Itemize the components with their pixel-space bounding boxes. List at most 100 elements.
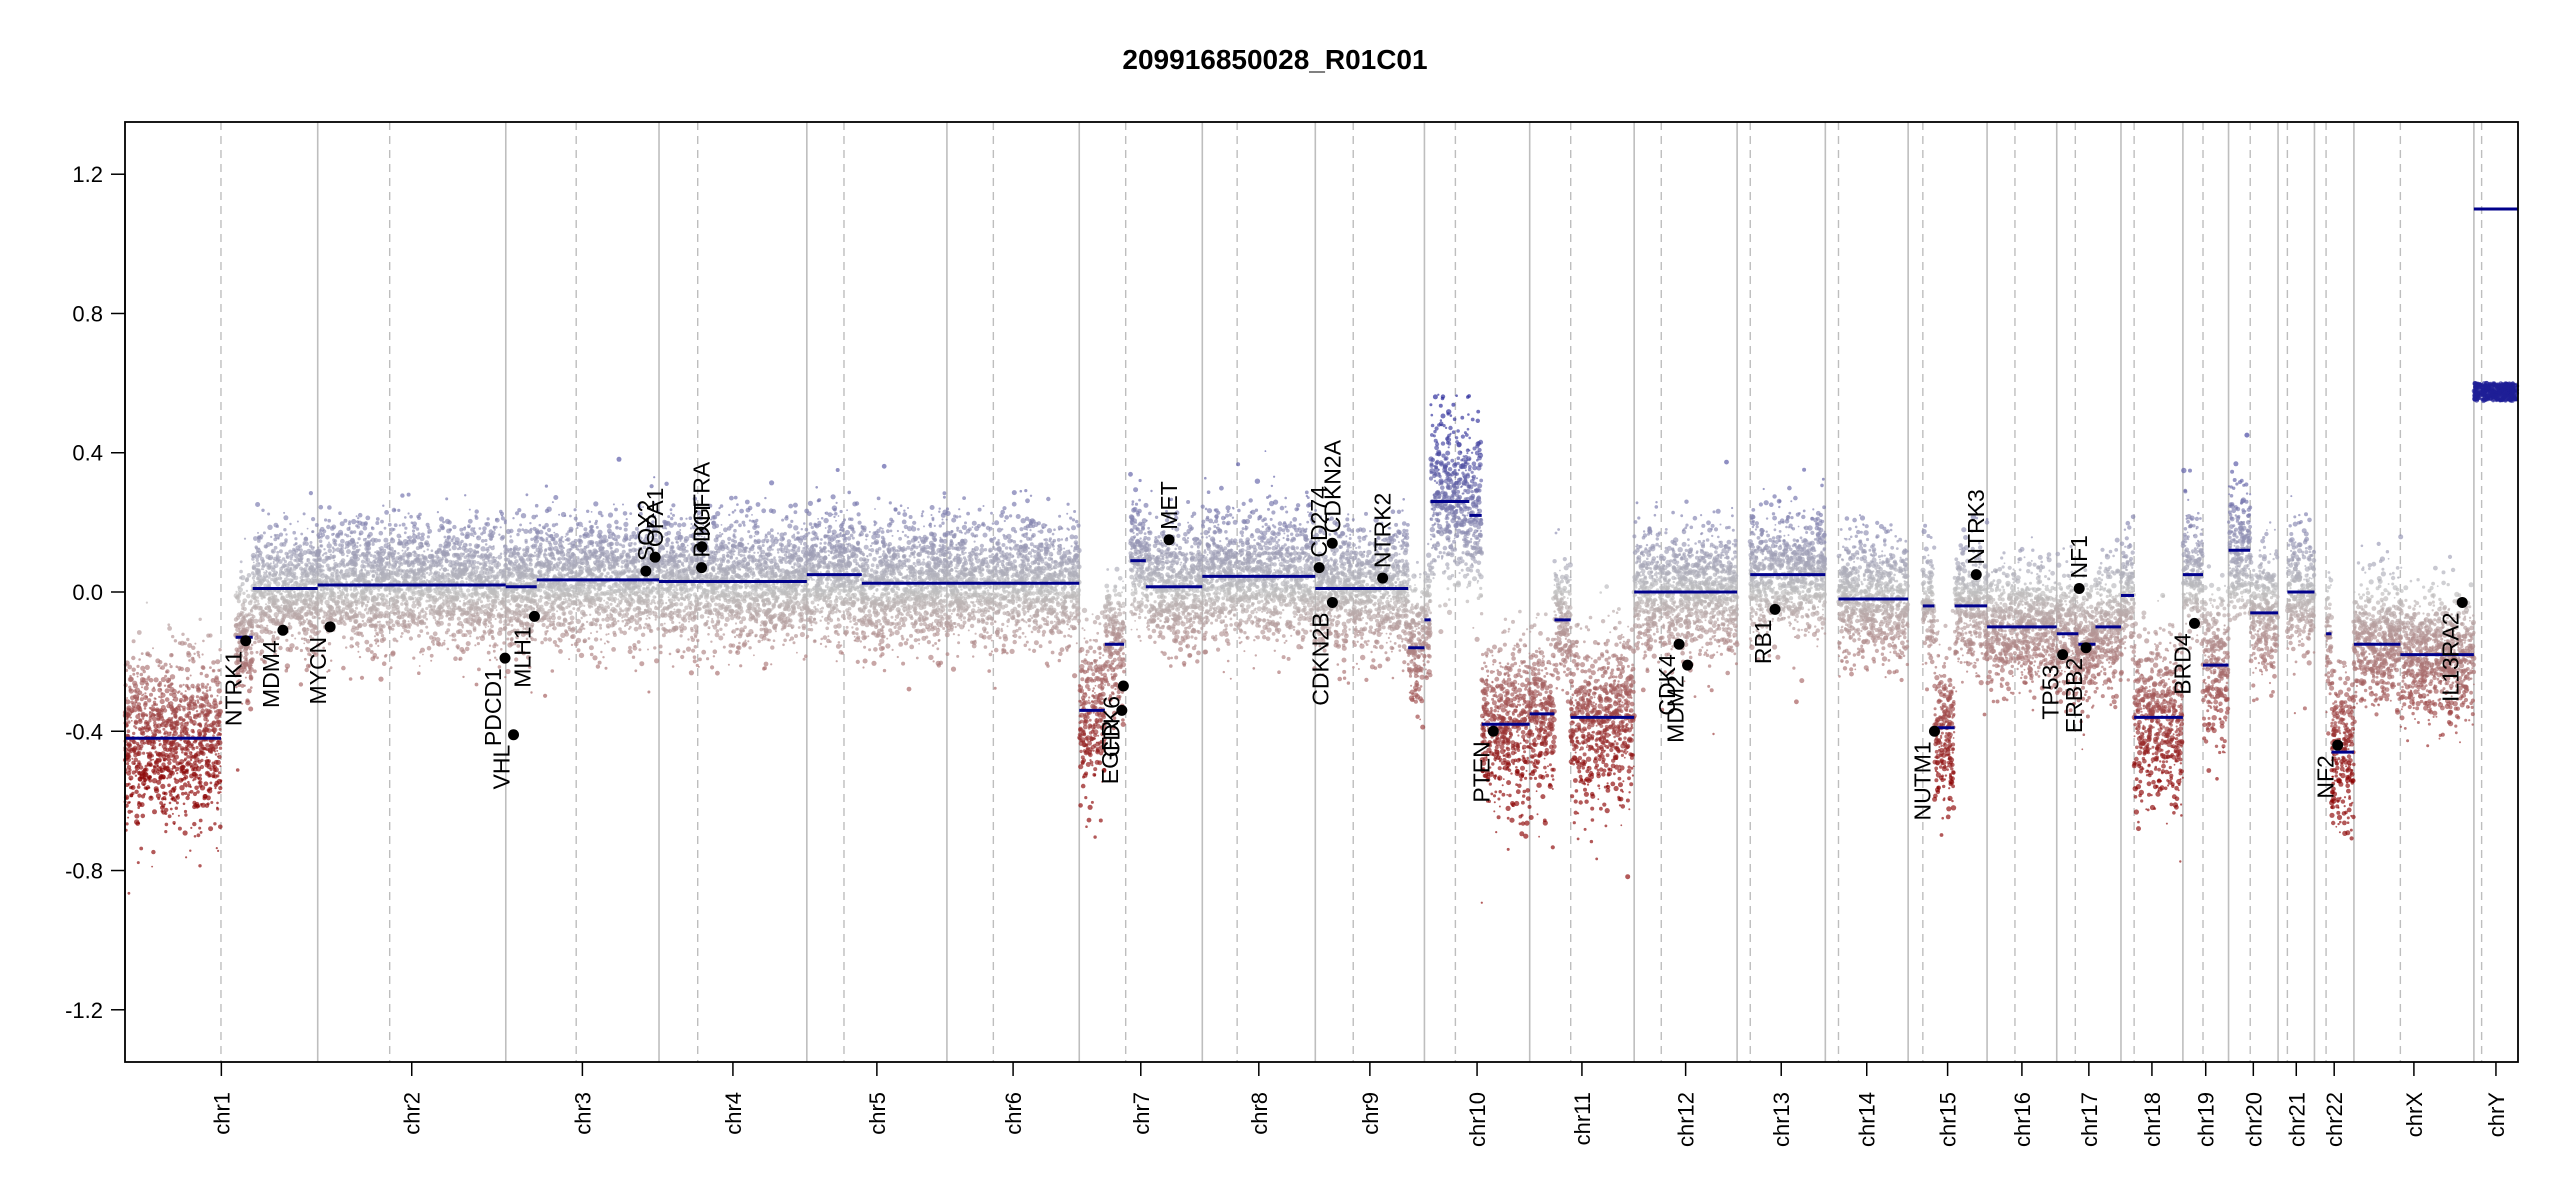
probe-point: [164, 674, 168, 678]
probe-point: [412, 539, 417, 544]
probe-point: [298, 552, 304, 558]
probe-point: [353, 609, 357, 613]
probe-point: [357, 645, 360, 648]
probe-point: [463, 599, 465, 602]
probe-point: [400, 569, 404, 573]
probe-point: [182, 830, 188, 836]
probe-point: [372, 655, 376, 659]
probe-point: [184, 813, 188, 817]
probe-point: [313, 612, 316, 614]
probe-point: [172, 764, 177, 770]
probe-point: [273, 631, 277, 634]
probe-point: [414, 598, 420, 603]
probe-point: [131, 639, 136, 644]
probe-point: [306, 594, 311, 599]
probe-point: [212, 669, 215, 672]
probe-point: [456, 622, 460, 626]
probe-point: [297, 617, 302, 622]
probe-point: [244, 578, 249, 583]
probe-point: [209, 666, 212, 669]
probe-point: [212, 772, 216, 776]
probe-point: [251, 557, 255, 561]
probe-point: [257, 539, 261, 543]
probe-point: [159, 774, 163, 778]
probe-point: [341, 665, 346, 671]
probe-point: [487, 575, 490, 579]
probe-point: [403, 531, 407, 535]
probe-point: [316, 602, 320, 607]
probe-point: [318, 529, 322, 532]
probe-point: [316, 591, 321, 597]
probe-point: [450, 560, 456, 566]
probe-point: [139, 727, 143, 732]
probe-point: [148, 715, 153, 720]
probe-point: [184, 690, 187, 693]
probe-point: [275, 617, 278, 620]
probe-point: [441, 557, 444, 561]
probe-point: [393, 595, 397, 599]
probe-point: [498, 598, 500, 601]
probe-point: [455, 629, 461, 635]
probe-point: [249, 650, 254, 655]
probe-point: [350, 531, 353, 534]
probe-point: [260, 537, 263, 540]
probe-point: [335, 547, 341, 552]
probe-point: [439, 568, 442, 571]
probe-point: [181, 632, 185, 636]
probe-point: [209, 704, 214, 709]
probe-point: [452, 578, 455, 581]
probe-point: [239, 569, 243, 574]
probe-point: [489, 590, 495, 595]
probe-point: [196, 790, 200, 794]
probe-point: [132, 672, 136, 676]
probe-point: [247, 612, 252, 617]
probe-point: [474, 509, 479, 514]
probe-point: [136, 675, 139, 678]
probe-point: [183, 759, 186, 762]
probe-point: [311, 530, 315, 534]
probe-point: [185, 785, 188, 788]
probe-point: [295, 545, 301, 550]
probe-point: [216, 694, 219, 697]
probe-point: [159, 698, 165, 705]
probe-point: [192, 761, 197, 765]
probe-point: [332, 538, 336, 542]
probe-point: [212, 768, 217, 773]
probe-point: [171, 710, 177, 715]
probe-point: [267, 597, 271, 601]
probe-point: [189, 765, 193, 769]
probe-point: [344, 533, 347, 536]
probe-point: [143, 701, 148, 706]
probe-point: [391, 550, 397, 556]
probe-point: [525, 614, 529, 618]
probe-point: [182, 708, 186, 712]
probe-point: [205, 689, 209, 693]
probe-point: [505, 567, 509, 570]
probe-point: [394, 599, 400, 604]
probe-point: [356, 600, 362, 605]
probe-point: [136, 693, 140, 696]
probe-point: [283, 570, 289, 577]
probe-point: [347, 522, 351, 526]
probe-point: [450, 539, 454, 543]
probe-point: [189, 849, 192, 852]
probe-point: [300, 605, 305, 611]
probe-point: [167, 814, 172, 819]
probe-point: [328, 618, 331, 621]
probe-point: [602, 558, 605, 561]
probe-point: [543, 637, 548, 642]
probe-point: [297, 592, 303, 597]
probe-point: [368, 531, 373, 537]
probe-point: [538, 523, 542, 527]
probe-point: [426, 535, 430, 539]
probe-point: [216, 688, 222, 694]
probe-point: [446, 647, 450, 651]
probe-point: [389, 666, 393, 670]
probe-point: [200, 708, 206, 714]
probe-point: [213, 822, 217, 826]
probe-point: [150, 747, 154, 750]
probe-point: [283, 559, 287, 564]
probe-point: [257, 531, 259, 534]
probe-point: [569, 615, 575, 621]
